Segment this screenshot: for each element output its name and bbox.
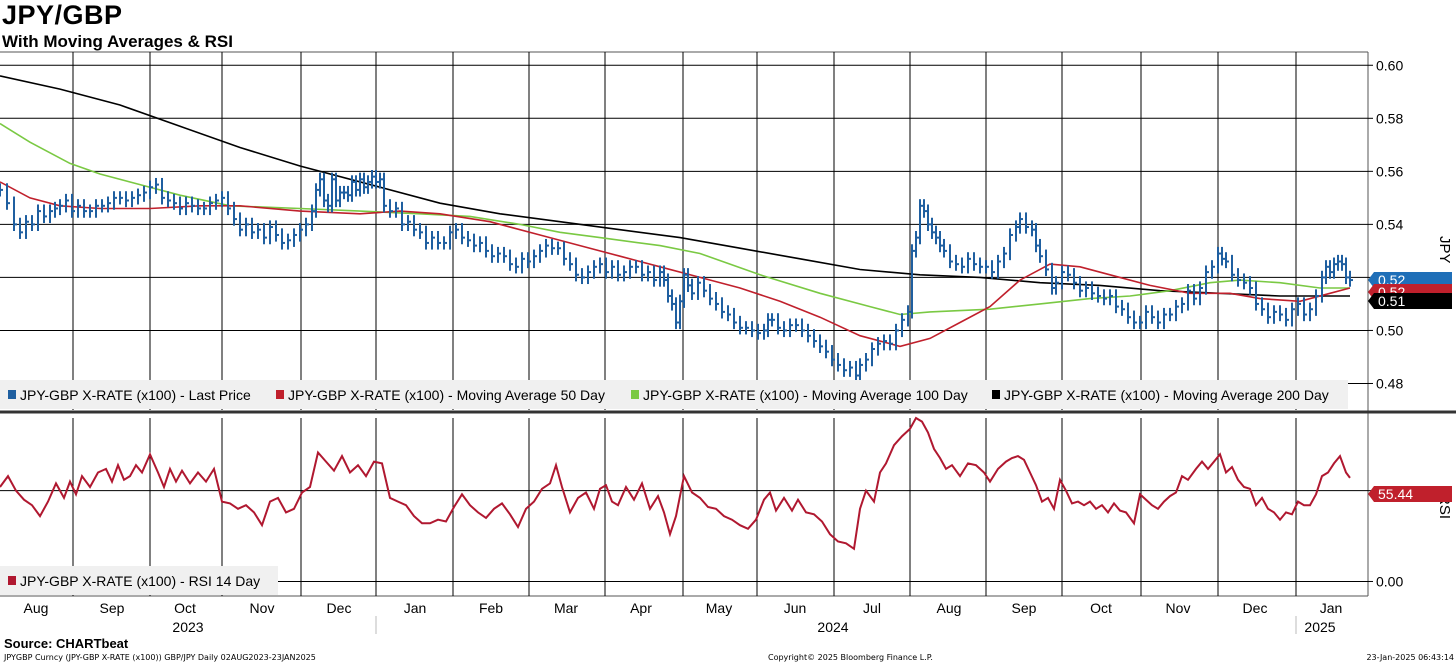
x-year-label: 2023	[172, 619, 203, 635]
price-legend-background	[0, 380, 1348, 409]
legend-swatch	[276, 390, 284, 399]
timestamp-text: 23-Jan-2025 06:43:14	[1366, 653, 1454, 662]
copyright-text: Copyright© 2025 Bloomberg Finance L.P.	[768, 653, 933, 662]
moving-average-line	[0, 75, 1350, 297]
last-value-label: 0.51	[1378, 293, 1405, 309]
x-year-label: 2025	[1304, 619, 1335, 635]
x-tick-label: Jul	[863, 600, 881, 616]
x-year-label: 2024	[817, 619, 848, 635]
legend-label: JPY-GBP X-RATE (x100) - Moving Average 5…	[288, 387, 605, 403]
y-tick-label: 0.60	[1376, 57, 1403, 73]
rsi-last-value-badge	[1368, 486, 1452, 502]
legend-label: JPY-GBP X-RATE (x100) - Last Price	[20, 387, 251, 403]
y-tick-label: 0.58	[1376, 110, 1403, 126]
x-tick-label: Jan	[1320, 600, 1343, 616]
last-value-badge	[1368, 293, 1452, 309]
source-text: Source: CHARTbeat	[4, 636, 129, 651]
legend-label: JPY-GBP X-RATE (x100) - Moving Average 2…	[1004, 387, 1329, 403]
legend-label: JPY-GBP X-RATE (x100) - RSI 14 Day	[20, 573, 260, 589]
x-tick-label: Mar	[554, 600, 578, 616]
x-tick-label: Nov	[250, 600, 275, 616]
moving-average-line	[0, 122, 1350, 316]
rsi-line	[0, 416, 1351, 551]
x-tick-label: May	[706, 600, 732, 616]
legend-swatch	[8, 576, 16, 585]
x-tick-label: Nov	[1166, 600, 1191, 616]
legend-swatch	[631, 390, 639, 399]
legend-swatch	[992, 390, 1000, 399]
x-tick-label: Dec	[1243, 600, 1268, 616]
x-tick-label: Oct	[1090, 600, 1112, 616]
x-tick-label: Sep	[100, 600, 125, 616]
x-tick-label: Sep	[1012, 600, 1037, 616]
y-tick-label: 0.50	[1376, 322, 1403, 338]
x-tick-label: Aug	[937, 600, 962, 616]
x-tick-label: Aug	[24, 600, 49, 616]
security-info: JPYGBP Curncy (JPY-GBP X-RATE (x100)) GB…	[4, 653, 316, 662]
rsi-last-value-label: 55.44	[1378, 486, 1413, 502]
x-tick-label: Jan	[404, 600, 427, 616]
x-tick-label: Dec	[327, 600, 352, 616]
x-tick-label: Apr	[630, 600, 652, 616]
legend-label: JPY-GBP X-RATE (x100) - Moving Average 1…	[643, 387, 968, 403]
x-tick-label: Feb	[479, 600, 503, 616]
rsi-tick-label: 0.00	[1376, 573, 1403, 589]
chart-title: JPY/GBP	[2, 0, 123, 30]
x-tick-label: Oct	[174, 600, 196, 616]
x-tick-label: Jun	[784, 600, 807, 616]
y-tick-label: 0.48	[1376, 375, 1403, 391]
y-tick-label: 0.56	[1376, 163, 1403, 179]
legend-swatch	[8, 390, 16, 399]
rsi-legend-background	[0, 566, 278, 595]
y-tick-label: 0.54	[1376, 216, 1403, 232]
chart-svg: Aug Sep Oct Nov Dec Jan Feb Mar Apr May Jun Jul Aug S…	[0, 51, 1456, 635]
chart-subtitle: With Moving Averages & RSI	[2, 32, 233, 51]
y-axis-title: JPY	[1436, 236, 1453, 264]
